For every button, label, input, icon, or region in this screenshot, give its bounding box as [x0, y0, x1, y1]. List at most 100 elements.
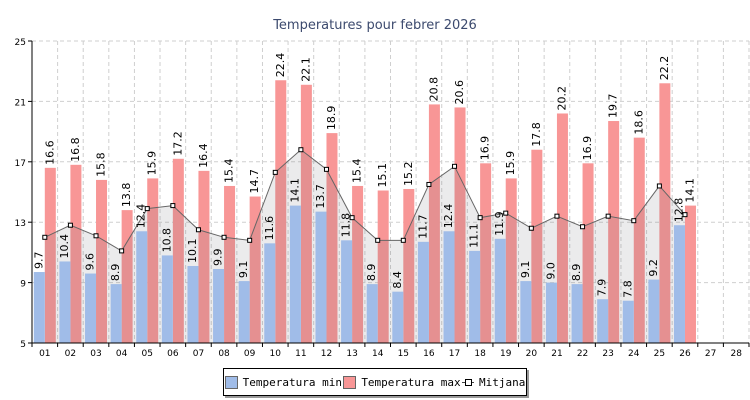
data-label-max: 14.1: [683, 178, 696, 203]
data-label-min: 10.1: [186, 238, 199, 263]
legend: Temperatura min Temperatura max Mitjana: [223, 368, 527, 396]
data-label-max: 17.2: [171, 131, 184, 156]
data-label-max: 16.9: [479, 136, 492, 161]
mean-point: [170, 203, 176, 209]
data-label-min: 9.2: [647, 259, 660, 277]
data-label-min: 12.4: [135, 204, 148, 229]
y-tick-label: 5: [20, 340, 26, 350]
bar-min: [341, 240, 353, 343]
data-label-max: 20.2: [555, 86, 568, 111]
data-label-min: 8.9: [570, 264, 583, 282]
data-label-min: 9.9: [212, 249, 225, 267]
x-tick-label: 08: [218, 349, 230, 359]
x-tick-label: 14: [372, 349, 384, 359]
data-label-max: 15.8: [95, 152, 108, 177]
bar-min: [417, 241, 429, 343]
mean-point: [452, 163, 458, 169]
bar-min: [85, 273, 97, 343]
bar-min: [469, 250, 481, 343]
bar-max: [684, 205, 696, 343]
x-tick-label: 07: [193, 349, 204, 359]
x-tick-label: 15: [398, 349, 409, 359]
x-tick-label: 10: [270, 349, 282, 359]
legend-swatch-max: [343, 375, 357, 389]
mean-point: [349, 215, 355, 221]
bar-min: [366, 284, 378, 343]
legend-item-mean: Mitjana: [461, 375, 526, 389]
x-tick-label: 12: [321, 349, 332, 359]
data-label-min: 9.7: [32, 252, 45, 270]
y-tick-label: 13: [15, 219, 26, 229]
mean-point: [554, 213, 560, 219]
bar-min: [136, 231, 148, 343]
x-tick-label: 03: [90, 349, 101, 359]
y-tick-label: 9: [20, 280, 26, 290]
x-tick-label: 05: [142, 349, 153, 359]
x-tick-label: 20: [526, 349, 538, 359]
x-tick-label: 04: [116, 349, 128, 359]
data-label-max: 19.7: [607, 94, 620, 119]
data-label-min: 9.1: [519, 261, 532, 279]
bar-max: [608, 121, 620, 343]
mean-point: [656, 183, 662, 189]
x-tick-label: 22: [577, 349, 588, 359]
bar-min: [33, 272, 45, 343]
x-tick-label: 01: [39, 349, 50, 359]
bar-min: [597, 299, 609, 343]
data-label-max: 20.8: [427, 77, 440, 102]
bar-min: [59, 261, 71, 343]
bar-min: [571, 284, 583, 343]
data-label-max: 15.1: [376, 163, 389, 188]
data-label-max: 15.2: [402, 161, 415, 186]
data-label-max: 15.9: [504, 151, 517, 176]
mean-point: [323, 166, 329, 172]
mean-point: [580, 224, 586, 230]
bar-min: [622, 300, 634, 343]
data-label-max: 16.8: [69, 137, 82, 162]
legend-label-mean: Mitjana: [478, 375, 526, 389]
bar-max: [377, 190, 389, 343]
x-tick-label: 19: [500, 349, 512, 359]
mean-point: [477, 215, 483, 221]
x-tick-label: 27: [705, 349, 716, 359]
bar-min: [238, 281, 250, 343]
mean-line: [44, 149, 686, 252]
data-label-max: 20.6: [453, 80, 466, 105]
data-label-max: 16.4: [197, 143, 210, 168]
bar-min: [264, 243, 276, 343]
x-tick-label: 28: [730, 349, 742, 359]
bar-max: [659, 83, 671, 343]
y-tick-label: 25: [15, 38, 26, 48]
legend-line-mean-icon: [461, 378, 474, 387]
bar-min: [520, 281, 532, 343]
mean-point: [400, 237, 406, 243]
legend-label-max: Temperatura max: [361, 375, 461, 389]
data-label-min: 14.1: [288, 178, 301, 203]
data-label-max: 13.8: [120, 183, 133, 208]
mean-point: [272, 169, 278, 175]
x-tick-label: 16: [423, 349, 435, 359]
bar-min: [213, 269, 225, 343]
bar-max: [70, 164, 82, 343]
bar-max: [121, 210, 133, 343]
legend-swatch-min: [224, 375, 238, 389]
data-label-max: 22.1: [299, 57, 312, 82]
data-label-min: 9.6: [84, 253, 97, 271]
chart-title: Temperatures pour febrer 2026: [272, 18, 477, 33]
y-tick-label: 21: [15, 98, 26, 108]
bar-min: [648, 279, 660, 343]
bar-max: [249, 196, 261, 343]
mean-point: [426, 181, 432, 187]
data-label-min: 8.9: [365, 264, 378, 282]
bar-max: [454, 107, 466, 343]
data-label-min: 9.0: [544, 262, 557, 280]
bar-max: [633, 137, 645, 343]
data-label-max: 22.2: [658, 56, 671, 81]
bar-max: [403, 188, 415, 343]
mean-point: [42, 234, 48, 240]
legend-item-min: Temperatura min: [224, 375, 342, 389]
data-label-min: 12.8: [672, 198, 685, 223]
bar-max: [480, 163, 492, 343]
data-label-min: 9.1: [237, 261, 250, 278]
